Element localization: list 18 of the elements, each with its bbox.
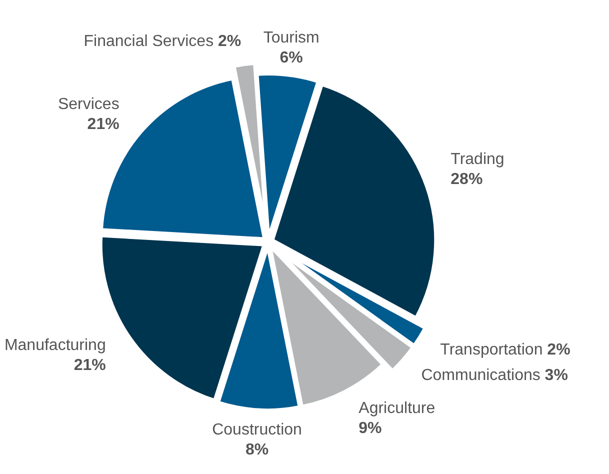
slice-label: Communications <box>421 367 540 384</box>
data-label: 6% <box>280 49 303 66</box>
data-label: 2% <box>214 32 242 50</box>
slice-label: Agriculture <box>358 400 436 417</box>
data-label: 28% <box>450 171 483 188</box>
slice-label: Tourism <box>263 29 320 46</box>
data-label: 2% <box>542 342 570 359</box>
slice-label: Services <box>58 96 120 113</box>
data-label: 8% <box>245 442 269 459</box>
slice-label: Financial Services <box>84 32 214 50</box>
data-label: 9% <box>358 420 382 437</box>
slice-label: Coustruction <box>212 422 302 439</box>
slice-label: Manufacturing <box>4 336 106 354</box>
data-label: 21% <box>87 116 120 133</box>
slice-label: Transportation <box>440 342 543 359</box>
data-label: 21% <box>74 356 106 374</box>
data-label: 3% <box>540 367 568 384</box>
slice-label: Trading <box>450 151 504 168</box>
